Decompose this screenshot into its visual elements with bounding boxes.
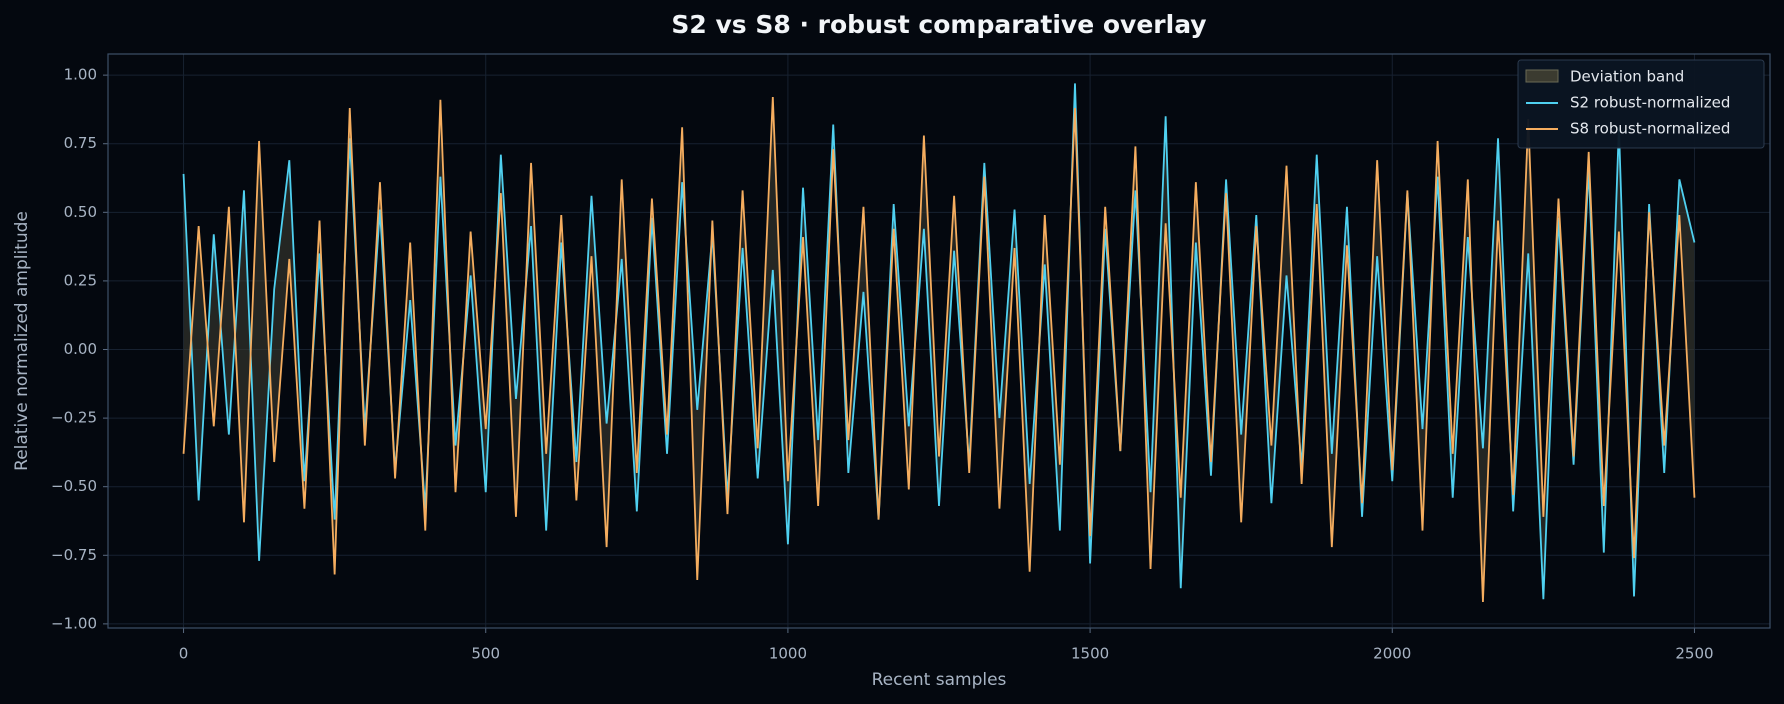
chart-title: S2 vs S8 · robust comparative overlay (671, 10, 1206, 39)
x-tick-label: 1000 (769, 645, 807, 663)
x-tick-label: 2500 (1675, 645, 1713, 663)
x-tick-label: 500 (471, 645, 500, 663)
y-tick-label: −0.75 (51, 546, 97, 564)
legend-swatch (1525, 69, 1559, 83)
x-tick-label: 1500 (1071, 645, 1109, 663)
legend-box (1517, 59, 1765, 149)
y-tick-label: −0.25 (51, 409, 97, 427)
y-tick-label: 0.00 (64, 340, 97, 358)
y-tick-label: −1.00 (51, 614, 97, 632)
line-series (182, 83, 1696, 600)
y-tick-label: 0.25 (64, 271, 97, 289)
y-tick-label: 0.75 (64, 134, 97, 152)
legend-label: Deviation band (1570, 68, 1684, 86)
x-axis-label: Recent samples (872, 670, 1007, 690)
legend-label: S8 robust-normalized (1570, 120, 1730, 138)
y-tick-label: 0.50 (64, 203, 97, 221)
x-tick-label: 0 (179, 645, 189, 663)
legend: Deviation band S2 robust-normalized S8 rob… (1517, 59, 1765, 149)
x-tick-label: 2000 (1373, 645, 1411, 663)
y-tick-label: 1.00 (64, 66, 97, 84)
line-series (182, 97, 1696, 602)
y-axis-label: Relative normalized amplitude (12, 211, 32, 471)
legend-label: S2 robust-normalized (1570, 94, 1730, 112)
y-tick-label: −0.50 (51, 477, 97, 495)
plot-frame (107, 53, 1771, 629)
